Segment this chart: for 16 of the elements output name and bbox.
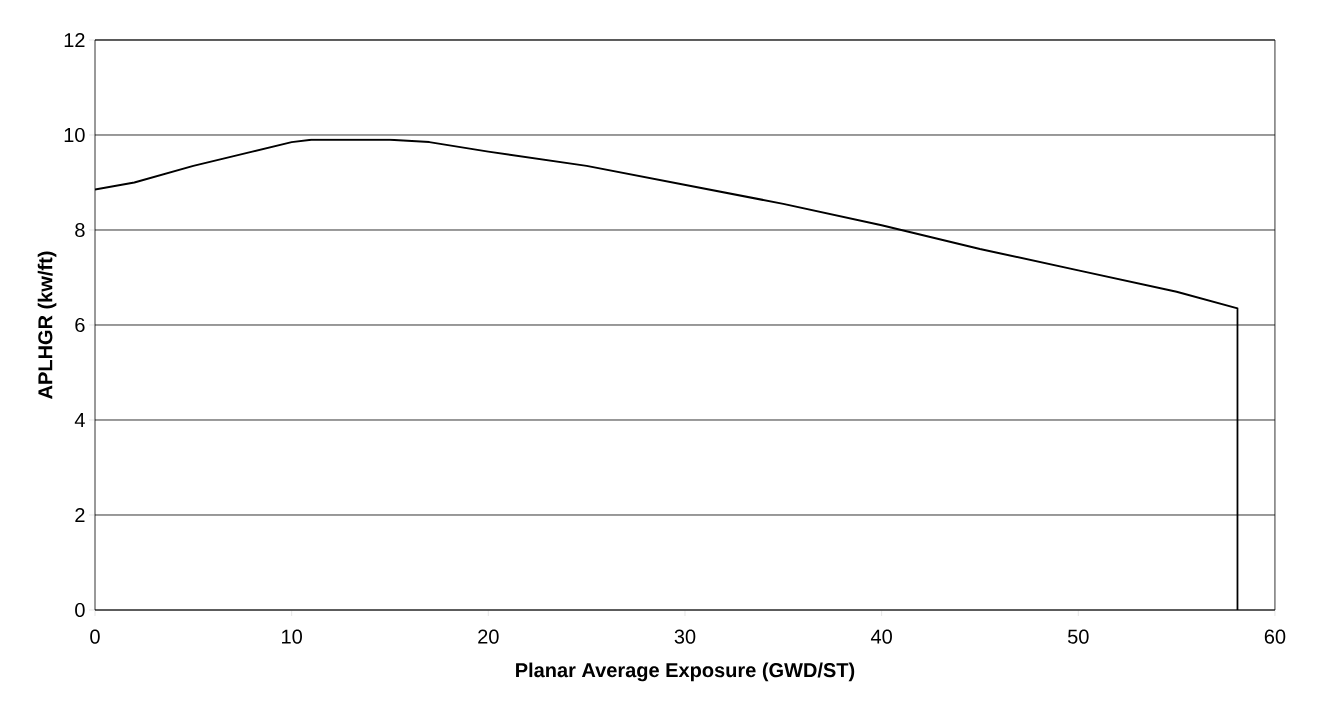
y-tick-label: 8	[75, 222, 85, 238]
y-tick-label: 6	[75, 317, 85, 333]
y-tick-label: 0	[75, 602, 85, 618]
x-tick-label: 40	[870, 629, 892, 644]
y-tick-label: 2	[75, 508, 85, 522]
x-tick-label: 60	[1264, 629, 1286, 644]
y-tick-label: 4	[74, 413, 85, 427]
y-axis-title: APLHGR (kw/ft)	[37, 251, 57, 399]
y-tick-label: 10	[64, 127, 85, 143]
x-tick-label: 20	[478, 629, 499, 644]
x-axis-title: Planar Average Exposure (GWD/ST)	[516, 662, 855, 682]
x-tick-label: 0	[90, 629, 100, 644]
x-tick-label: 50	[1067, 629, 1089, 644]
x-tick-label: 30	[674, 629, 696, 644]
y-tick-label: 12	[64, 33, 85, 47]
x-tick-label: 10	[282, 629, 302, 644]
